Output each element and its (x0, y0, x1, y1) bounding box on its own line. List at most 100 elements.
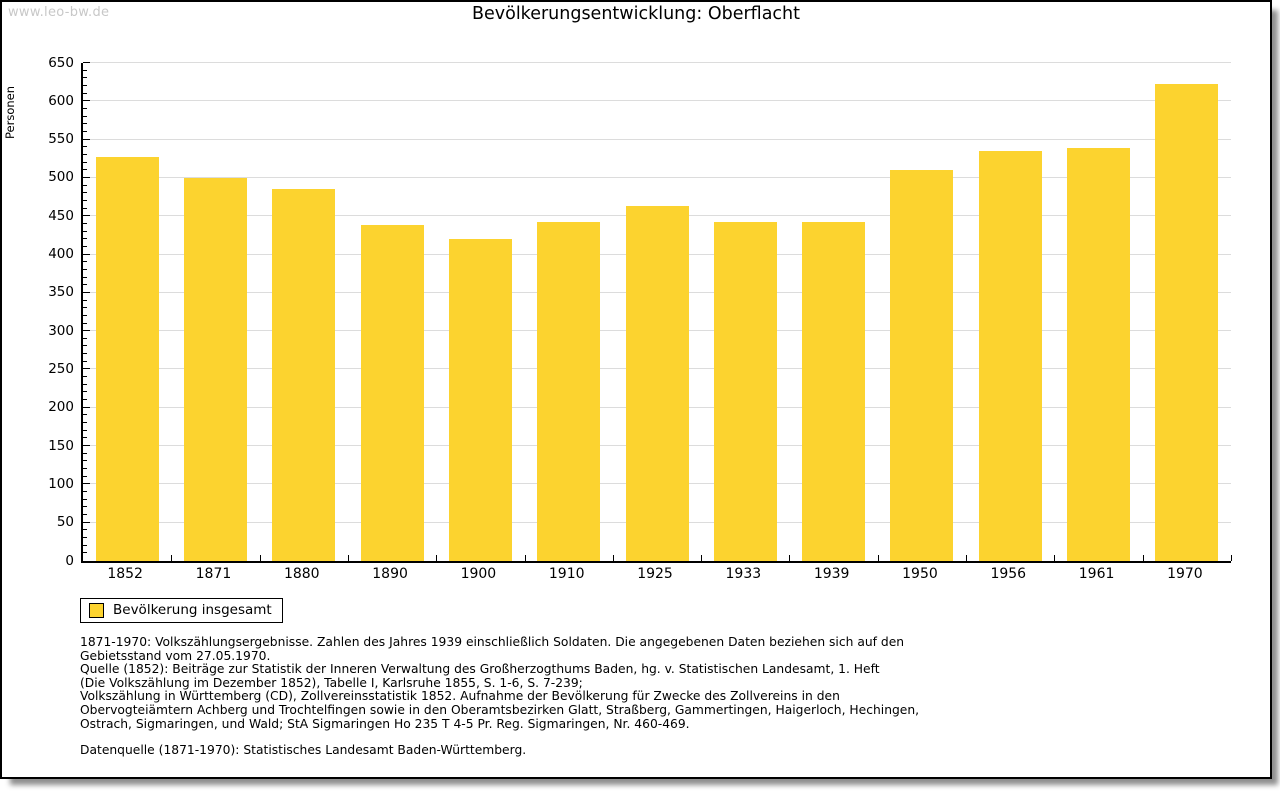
y-minor-tick-240 (83, 376, 87, 378)
watermark: www.leo-bw.de (8, 5, 110, 20)
y-tick-label-600: 600 (48, 92, 74, 109)
y-minor-tick-340 (83, 299, 87, 301)
y-minor-tick-610 (83, 92, 87, 94)
y-major-tick-350 (83, 291, 90, 293)
y-minor-tick-230 (83, 383, 87, 385)
y-minor-tick-560 (83, 130, 87, 132)
y-minor-tick-530 (83, 153, 87, 155)
x-tick-label-1950: 1950 (902, 566, 938, 582)
y-minor-tick-130 (83, 460, 87, 462)
y-minor-tick-390 (83, 261, 87, 263)
x-boundary-tick-7 (701, 555, 703, 561)
y-major-tick-100 (83, 483, 90, 485)
y-minor-tick-280 (83, 345, 87, 347)
y-minor-tick-290 (83, 337, 87, 339)
y-minor-tick-160 (83, 437, 87, 439)
x-tick-label-1871: 1871 (195, 566, 232, 582)
y-minor-tick-570 (83, 123, 87, 125)
y-minor-tick-180 (83, 422, 87, 424)
y-minor-tick-520 (83, 161, 87, 163)
bar-1871 (183, 177, 247, 561)
gridline-500 (83, 176, 1231, 178)
y-minor-tick-580 (83, 115, 87, 117)
y-minor-tick-140 (83, 452, 87, 454)
y-tick-label-50: 50 (56, 513, 74, 530)
y-minor-tick-90 (83, 491, 87, 493)
y-minor-tick-420 (83, 238, 87, 240)
y-minor-tick-410 (83, 245, 87, 247)
x-boundary-tick-12 (1142, 555, 1144, 561)
x-tick-label-1939: 1939 (813, 566, 850, 582)
y-minor-tick-590 (83, 107, 87, 109)
y-minor-tick-370 (83, 276, 87, 278)
legend: Bevölkerung insgesamt (80, 598, 283, 623)
y-minor-tick-220 (83, 391, 87, 393)
y-tick-label-0: 0 (65, 552, 74, 569)
x-boundary-tick-13 (1231, 555, 1232, 561)
source-note-lines: 1871-1970: Volkszählungsergebnisse. Zahl… (80, 635, 920, 731)
bar-1970 (1155, 83, 1219, 561)
gridline-650 (83, 62, 1231, 63)
x-tick-label-1933: 1933 (725, 566, 762, 582)
y-major-tick-150 (83, 445, 90, 447)
y-minor-tick-110 (83, 475, 87, 477)
y-minor-tick-360 (83, 284, 87, 286)
datasource-line: Datenquelle (1871-1970): Statistisches L… (80, 743, 527, 758)
y-minor-tick-10 (83, 552, 87, 554)
y-minor-tick-330 (83, 307, 87, 309)
y-minor-tick-480 (83, 192, 87, 194)
y-tick-label-200: 200 (48, 399, 74, 416)
source-note-line-1: 1871-1970: Volkszählungsergebnisse. Zahl… (80, 635, 905, 649)
x-tick-label-1910: 1910 (548, 566, 585, 582)
y-major-tick-450 (83, 215, 90, 217)
x-tick-label-1880: 1880 (283, 566, 320, 582)
x-boundary-tick-1 (171, 555, 173, 561)
bar-1933 (713, 221, 777, 561)
y-tick-label-500: 500 (48, 169, 74, 186)
y-tick-label-250: 250 (48, 360, 74, 377)
y-tick-label-100: 100 (48, 475, 74, 492)
x-tick-label-1925: 1925 (637, 566, 673, 582)
bar-1880 (272, 188, 336, 561)
x-boundary-tick-3 (347, 555, 349, 561)
x-boundary-tick-9 (877, 555, 879, 561)
x-boundary-tick-10 (966, 555, 968, 561)
y-minor-tick-70 (83, 506, 87, 508)
x-boundary-tick-6 (612, 555, 614, 561)
gridline-550 (83, 138, 1231, 140)
y-minor-tick-440 (83, 222, 87, 224)
source-note-line-2: Gebietsstand vom 27.05.1970. (80, 648, 271, 663)
y-minor-tick-120 (83, 468, 87, 470)
y-minor-tick-60 (83, 514, 87, 516)
bar-1939 (802, 221, 866, 561)
gridline-600 (83, 100, 1231, 102)
x-tick-label-1900: 1900 (460, 566, 497, 582)
y-minor-tick-310 (83, 322, 87, 324)
y-minor-tick-470 (83, 199, 87, 201)
y-minor-tick-320 (83, 314, 87, 316)
x-boundary-tick-2 (259, 555, 261, 561)
y-minor-tick-170 (83, 429, 87, 431)
y-major-tick-300 (83, 330, 90, 332)
source-note-line-3: Quelle (1852): Beiträge zur Statistik de… (80, 662, 880, 677)
x-boundary-tick-8 (789, 555, 791, 561)
bar-1925 (625, 206, 689, 561)
bar-1852 (95, 157, 159, 561)
y-tick-label-150: 150 (48, 437, 74, 454)
x-boundary-tick-4 (436, 555, 438, 561)
y-tick-label-300: 300 (48, 322, 74, 339)
plot-area (81, 62, 1232, 563)
source-note-line-6: Obervogteiämtern Achberg und Trochtelfin… (80, 702, 920, 717)
page-title: Bevölkerungsentwicklung: Oberflacht (471, 4, 800, 24)
y-major-tick-550 (83, 138, 90, 140)
y-tick-label-450: 450 (48, 207, 74, 224)
y-major-tick-600 (83, 100, 90, 102)
y-minor-tick-270 (83, 353, 87, 355)
chart-frame: www.leo-bw.de Bevölkerungsentwicklung: O… (0, 0, 1272, 779)
bar-1890 (360, 225, 424, 561)
legend-label: Bevölkerung insgesamt (113, 602, 272, 618)
source-note-line-4: (Die Volkszählung im Dezember 1852), Tab… (80, 675, 583, 690)
y-major-tick-400 (83, 253, 90, 255)
y-minor-tick-260 (83, 360, 87, 362)
source-note-line-5: Volkszählung in Württemberg (CD), Zollve… (80, 689, 840, 704)
